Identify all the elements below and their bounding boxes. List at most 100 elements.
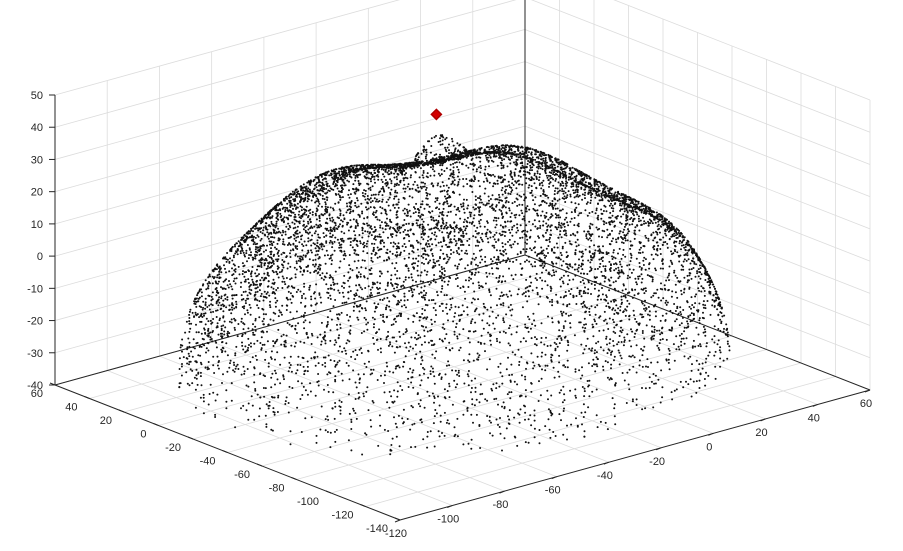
data-point (410, 273, 413, 276)
data-point (631, 208, 634, 210)
data-point (538, 179, 540, 182)
data-point (380, 351, 382, 354)
data-point (332, 207, 334, 210)
data-point (623, 339, 626, 342)
data-point (295, 332, 298, 334)
data-point (682, 244, 685, 247)
data-point (587, 362, 590, 365)
data-point (530, 337, 533, 340)
data-point (478, 185, 481, 188)
data-point (544, 364, 547, 367)
data-point (405, 346, 408, 349)
data-point (641, 332, 644, 334)
data-point (654, 374, 657, 377)
data-point (374, 181, 376, 184)
data-point (307, 187, 310, 190)
data-point (356, 354, 359, 356)
data-point (447, 258, 450, 261)
data-point (222, 299, 225, 302)
data-point (444, 138, 447, 141)
data-point (402, 209, 405, 212)
data-point (384, 288, 387, 291)
data-point (472, 359, 475, 362)
data-point (244, 313, 246, 316)
data-point (442, 323, 445, 326)
data-point (309, 212, 312, 215)
data-point (591, 223, 594, 226)
data-point (343, 347, 346, 350)
data-point (467, 375, 470, 378)
data-point (361, 307, 364, 310)
data-point (641, 387, 643, 389)
data-point (366, 197, 369, 200)
data-point (682, 309, 685, 311)
data-point (626, 333, 629, 336)
data-point (563, 407, 565, 410)
data-point (364, 189, 367, 192)
data-point (588, 270, 591, 273)
data-point (451, 297, 454, 300)
data-point (702, 303, 705, 306)
data-point (378, 287, 381, 290)
data-point (324, 205, 327, 208)
data-point (369, 201, 372, 204)
data-point (251, 281, 254, 283)
data-point (558, 221, 560, 224)
data-point (490, 343, 492, 346)
data-point (442, 277, 445, 280)
data-point (668, 272, 671, 275)
data-point (396, 191, 399, 194)
data-point (551, 200, 554, 202)
data-point (585, 344, 588, 347)
grid-line (365, 376, 836, 507)
data-point (618, 363, 621, 366)
data-point (402, 365, 405, 368)
data-point (435, 219, 438, 222)
data-point (429, 370, 432, 373)
data-point (517, 174, 520, 177)
data-point (526, 362, 529, 365)
data-point (235, 303, 238, 306)
data-point (462, 205, 465, 207)
data-point (509, 193, 512, 195)
data-point (320, 301, 323, 304)
data-point (356, 316, 359, 319)
data-point (432, 422, 435, 425)
data-point (340, 372, 343, 375)
data-point (370, 180, 372, 183)
data-point (556, 192, 559, 195)
data-point (372, 230, 375, 233)
data-point (447, 236, 450, 239)
data-point (254, 248, 257, 251)
data-point (489, 306, 492, 309)
data-point (486, 322, 489, 325)
data-point (531, 289, 534, 292)
data-point (594, 196, 597, 199)
data-point (683, 288, 686, 291)
data-point (519, 224, 522, 227)
data-point (339, 409, 342, 412)
data-point (553, 190, 556, 192)
data-point (418, 316, 421, 318)
data-point (711, 298, 714, 301)
data-point (432, 306, 435, 309)
data-point (216, 309, 219, 312)
data-point (395, 315, 398, 318)
data-point (395, 195, 398, 198)
grid-line (524, 93, 871, 230)
data-point (407, 386, 410, 388)
data-point (577, 185, 580, 188)
data-point (245, 409, 248, 412)
data-point (464, 279, 467, 282)
data-point (468, 270, 471, 273)
data-point (448, 364, 451, 367)
data-point (468, 179, 471, 182)
data-point (250, 275, 253, 278)
grid-line (192, 308, 664, 440)
data-point (576, 181, 579, 184)
data-point (449, 238, 452, 241)
data-point (211, 291, 214, 294)
data-point (652, 373, 655, 375)
data-point (509, 162, 512, 165)
data-point (367, 187, 370, 190)
